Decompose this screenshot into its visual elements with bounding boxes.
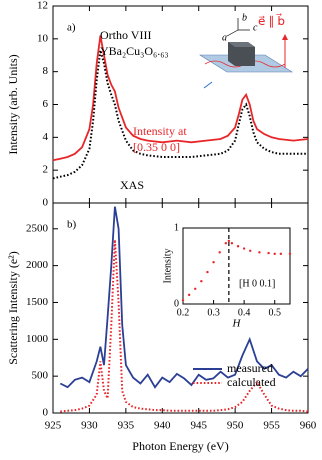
- inset-point: [242, 247, 246, 250]
- inset-y-tick-label: 0: [174, 298, 179, 309]
- inset-x-tick-label: 0.2: [177, 307, 190, 318]
- sample-diagram: [198, 18, 294, 89]
- inset-annotation: [H 0 0.1]: [239, 278, 275, 289]
- series-label: Intensity at: [133, 124, 187, 138]
- inset-point: [227, 239, 231, 243]
- y-tick-label: 500: [32, 370, 49, 382]
- y-tick-label: 10: [37, 32, 49, 44]
- inset-x-tick-label: 0.4: [238, 307, 251, 318]
- data-line: [59, 206, 309, 389]
- inset-point: [200, 280, 203, 283]
- sample-formula: YBa₂Cu₃O₆.₆₃: [100, 44, 169, 58]
- inset-x-tick-label: 0.5: [268, 307, 281, 318]
- inset-point: [206, 270, 209, 274]
- y-tick-label: 1000: [26, 333, 49, 345]
- y-tick-label: 1500: [26, 296, 49, 308]
- y-tick-label: 6: [43, 98, 49, 110]
- inset-point: [224, 242, 227, 245]
- y-tick-label: 12: [37, 0, 48, 12]
- inset-point: [267, 251, 270, 255]
- x-tick-label: 945: [190, 420, 207, 432]
- y-tick-label: 2500: [26, 222, 49, 234]
- inset-y-label: Intensity: [162, 249, 173, 284]
- axis-a: [226, 29, 239, 37]
- plot-frame: [52, 5, 309, 204]
- inset-x-tick-label: 0.3: [207, 307, 220, 318]
- inset-point: [249, 249, 252, 252]
- x-tick-label: 955: [263, 420, 280, 432]
- sample-name: Ortho VIII: [100, 28, 151, 42]
- inset-point: [218, 251, 221, 254]
- data-line: [52, 35, 309, 162]
- inset-point: [258, 251, 261, 254]
- y-tick-label: 0: [43, 197, 49, 209]
- diagram-axis-label: b: [242, 12, 247, 23]
- crystal: [228, 42, 255, 66]
- data-line: [60, 239, 309, 413]
- diagram-axis-label: c: [253, 22, 258, 33]
- y-tick-label: 0: [43, 407, 49, 419]
- inset-point: [181, 299, 185, 302]
- x-tick-label: 935: [118, 420, 135, 432]
- legend-label: calculated: [227, 375, 276, 389]
- x-tick-label: 960: [300, 420, 317, 432]
- inset-point: [273, 252, 276, 256]
- y-tick-label: 8: [43, 65, 49, 77]
- beam: [203, 81, 213, 89]
- y-tick-label: 2000: [26, 259, 49, 271]
- inset-point: [288, 252, 292, 256]
- series-label: [0.35 0 0]: [133, 140, 180, 154]
- arrow-head: [282, 34, 288, 40]
- panel-label: a): [67, 22, 76, 34]
- inset-y-tick-label: 1: [174, 222, 179, 233]
- series-label: XAS: [120, 178, 144, 192]
- inset-point: [279, 252, 283, 256]
- crystal-top: [228, 42, 255, 47]
- x-tick-label: 925: [45, 420, 62, 432]
- panel-label: b): [67, 219, 77, 231]
- diagram-axis-label: a: [222, 32, 227, 43]
- inset-point: [187, 293, 191, 297]
- legend-label: measured: [227, 361, 273, 375]
- y-axis-label: Intensity (arb. Units): [6, 54, 20, 154]
- y-axis-label: Scattering Intensity (e²): [6, 251, 20, 365]
- x-axis-label: Photon Energy (eV): [132, 439, 228, 453]
- inset-x-label: H: [232, 318, 242, 330]
- inset-point: [236, 245, 240, 248]
- y-tick-label: 2: [43, 164, 49, 176]
- x-tick-label: 950: [227, 420, 244, 432]
- inset-frame: [182, 227, 291, 305]
- plot-frame: [52, 202, 309, 414]
- y-tick-label: 4: [43, 131, 49, 143]
- inset-point: [194, 287, 197, 290]
- inset-point: [212, 261, 215, 264]
- x-tick-label: 930: [81, 420, 98, 432]
- inset-point: [230, 242, 234, 245]
- x-tick-label: 940: [154, 420, 171, 432]
- polarization-label: e⃗ ∥ b⃗: [258, 13, 285, 28]
